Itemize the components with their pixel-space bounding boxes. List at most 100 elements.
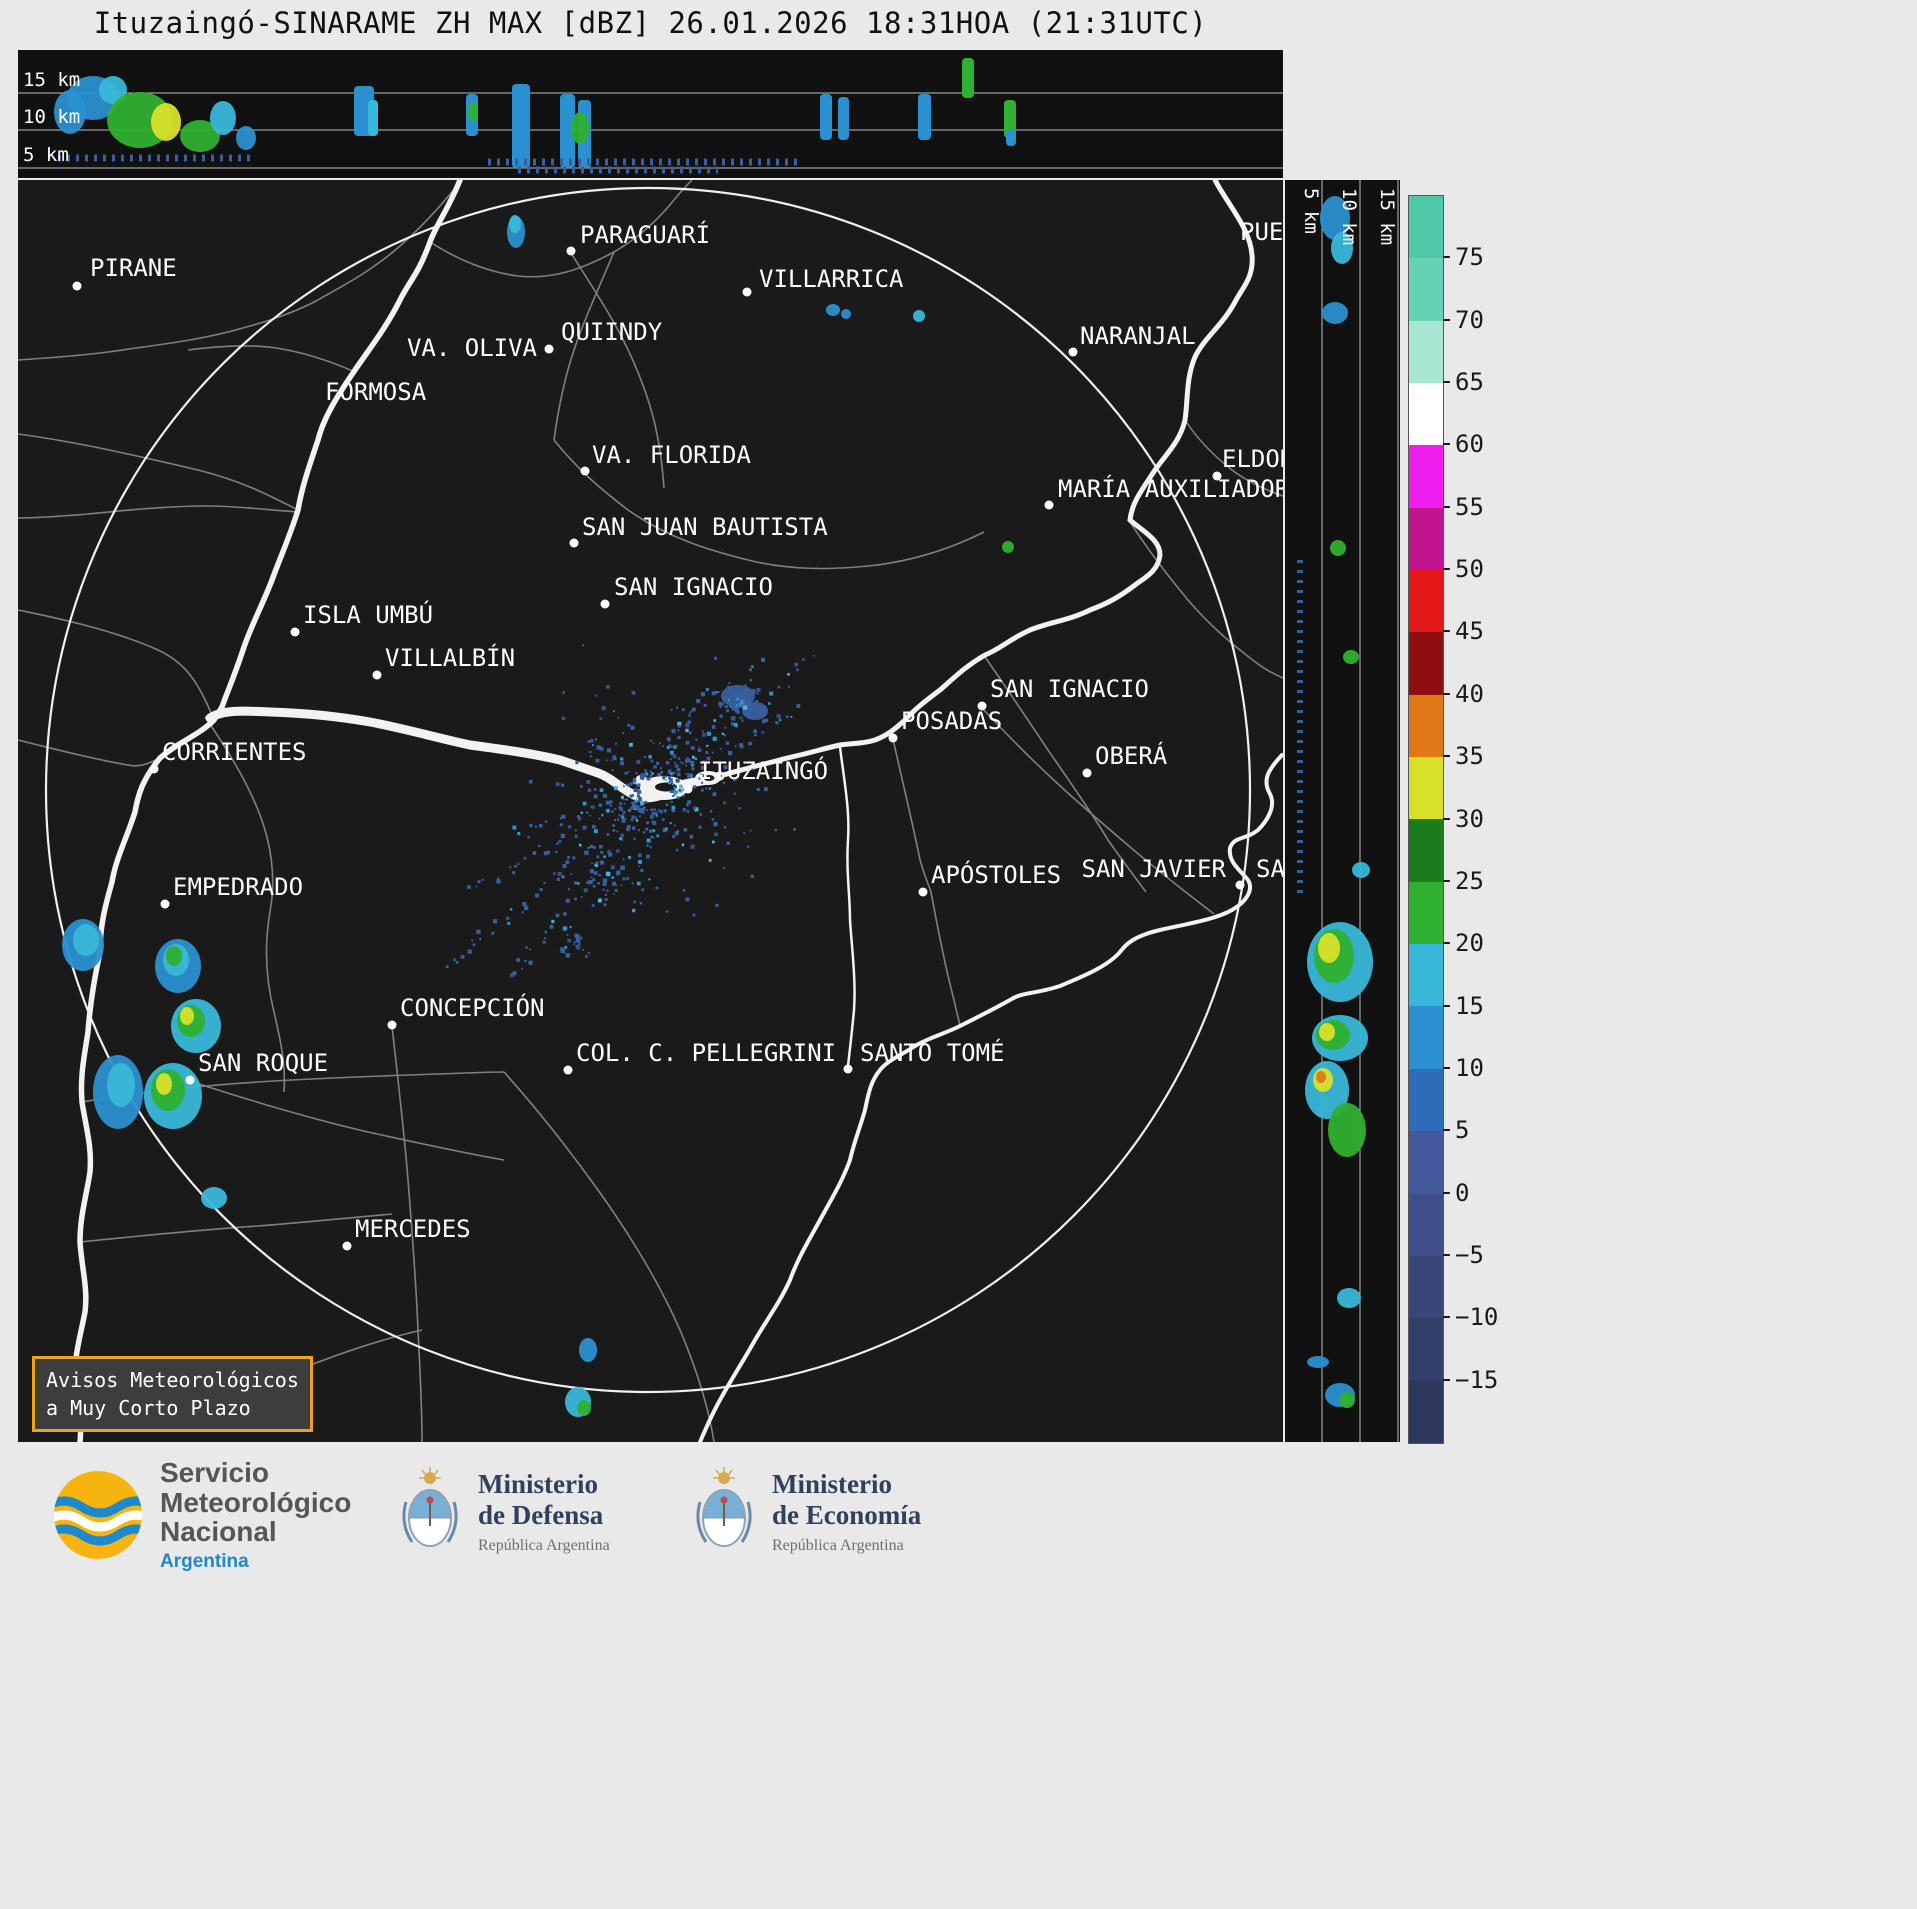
echo-speck bbox=[639, 815, 642, 818]
colorbar-tick-mark bbox=[1443, 1191, 1450, 1194]
echo-speck bbox=[708, 787, 712, 790]
echo-speck bbox=[721, 732, 724, 735]
echo-speck bbox=[575, 761, 579, 765]
echo-speck bbox=[620, 837, 624, 841]
echo-speck bbox=[620, 865, 625, 870]
echo-speck bbox=[591, 904, 595, 907]
echo-speck bbox=[590, 739, 594, 743]
river-aguapey bbox=[838, 745, 856, 1068]
echo-speck bbox=[682, 794, 685, 797]
echo-speck bbox=[745, 695, 749, 699]
colorbar-tick-label: 60 bbox=[1455, 430, 1484, 459]
echo-speck bbox=[705, 751, 709, 754]
echo-speck bbox=[512, 871, 516, 875]
echo-speck bbox=[637, 853, 642, 858]
echo-speck bbox=[730, 702, 735, 708]
echo-speck bbox=[741, 719, 744, 722]
echo-speck bbox=[551, 919, 555, 923]
smn-logo-text: Servicio Meteorológico Nacional Argentin… bbox=[160, 1458, 351, 1572]
echo-speck bbox=[769, 691, 774, 696]
echo-speck bbox=[562, 864, 567, 869]
echo-speck bbox=[617, 716, 620, 719]
echo-speck bbox=[631, 690, 636, 695]
city-dot bbox=[387, 1020, 397, 1030]
echo-speck bbox=[796, 668, 799, 672]
echo-speck bbox=[671, 805, 676, 810]
echo-speck bbox=[528, 960, 533, 965]
echo-speck bbox=[764, 718, 769, 722]
echo-speck bbox=[722, 866, 725, 869]
echo-speck bbox=[588, 879, 593, 885]
city-dot bbox=[600, 599, 610, 609]
echo-speck bbox=[733, 777, 737, 782]
echo-speck bbox=[602, 888, 605, 891]
echo-speck bbox=[644, 772, 649, 776]
colorbar-tick-mark bbox=[1443, 568, 1450, 571]
smn-line-3: Nacional bbox=[160, 1516, 277, 1548]
city-dot bbox=[977, 701, 987, 711]
echo-speck bbox=[582, 644, 584, 647]
echo-speck bbox=[599, 717, 603, 720]
colorbar-tick-mark bbox=[1443, 381, 1450, 384]
defensa-sub: República Argentina bbox=[478, 1537, 610, 1555]
colorbar-tick-mark bbox=[1443, 1316, 1450, 1319]
echo-speck bbox=[573, 940, 576, 944]
colorbar-tick-mark bbox=[1443, 692, 1450, 695]
echo-speck bbox=[621, 814, 624, 817]
echo-speck bbox=[592, 744, 594, 746]
echo-speck bbox=[529, 823, 533, 828]
echo-speck bbox=[620, 757, 624, 761]
echo-speck bbox=[574, 834, 578, 838]
echo-speck bbox=[718, 701, 723, 706]
echo-speck bbox=[580, 785, 583, 788]
echo-speck bbox=[555, 782, 560, 787]
echo-speck bbox=[656, 834, 659, 837]
echo-speck bbox=[738, 807, 741, 810]
altitude-label: 5 km bbox=[1300, 188, 1322, 234]
echo-speck bbox=[702, 733, 706, 737]
echo-speck bbox=[626, 825, 631, 829]
echo-speck bbox=[682, 808, 686, 812]
altitude-gridlines bbox=[1321, 180, 1399, 1442]
echo-speck bbox=[612, 829, 615, 832]
echo-speck bbox=[601, 706, 606, 711]
echo-speck bbox=[592, 824, 596, 829]
city-dot bbox=[342, 1241, 352, 1251]
echo-speck bbox=[472, 943, 476, 947]
colorbar-tick-mark bbox=[1443, 1004, 1450, 1007]
echo-speck bbox=[538, 823, 543, 828]
echo-blob bbox=[236, 126, 256, 150]
echo-speck bbox=[640, 808, 643, 811]
echo-speck bbox=[645, 809, 648, 812]
city-dot bbox=[888, 733, 898, 743]
warning-line-2: a Muy Corto Plazo bbox=[46, 1396, 251, 1420]
echo-speck bbox=[644, 774, 648, 778]
echo-speck bbox=[635, 819, 639, 822]
echo-speck bbox=[683, 828, 688, 832]
colorbar-tick-label: 55 bbox=[1455, 492, 1484, 521]
echo-speck bbox=[566, 934, 569, 936]
echo-speck bbox=[609, 800, 613, 804]
colorbar-tick-label: 0 bbox=[1455, 1178, 1470, 1207]
echo-speck bbox=[553, 872, 556, 876]
echo-speck bbox=[732, 707, 736, 711]
echo-speck bbox=[768, 702, 771, 705]
echo-speck bbox=[725, 741, 730, 745]
echo-speck bbox=[674, 831, 679, 836]
echo-speck bbox=[736, 697, 740, 701]
echo-column bbox=[1004, 100, 1016, 138]
echo-speck bbox=[556, 842, 559, 845]
echo-speck bbox=[640, 809, 645, 814]
echo-speck bbox=[555, 850, 558, 854]
colorbar-segment bbox=[1409, 1131, 1443, 1194]
echo-speck bbox=[707, 731, 711, 736]
echo-speck bbox=[660, 770, 664, 774]
echo-speck bbox=[650, 759, 654, 763]
echo-blob bbox=[1318, 933, 1340, 963]
reflectivity-colorbar bbox=[1408, 195, 1444, 1444]
city-label: NARANJAL bbox=[1080, 322, 1196, 350]
colorbar-segment bbox=[1409, 258, 1443, 321]
echo-blob bbox=[1330, 540, 1346, 556]
echo-speck bbox=[597, 881, 600, 885]
echo-speck bbox=[637, 805, 641, 809]
